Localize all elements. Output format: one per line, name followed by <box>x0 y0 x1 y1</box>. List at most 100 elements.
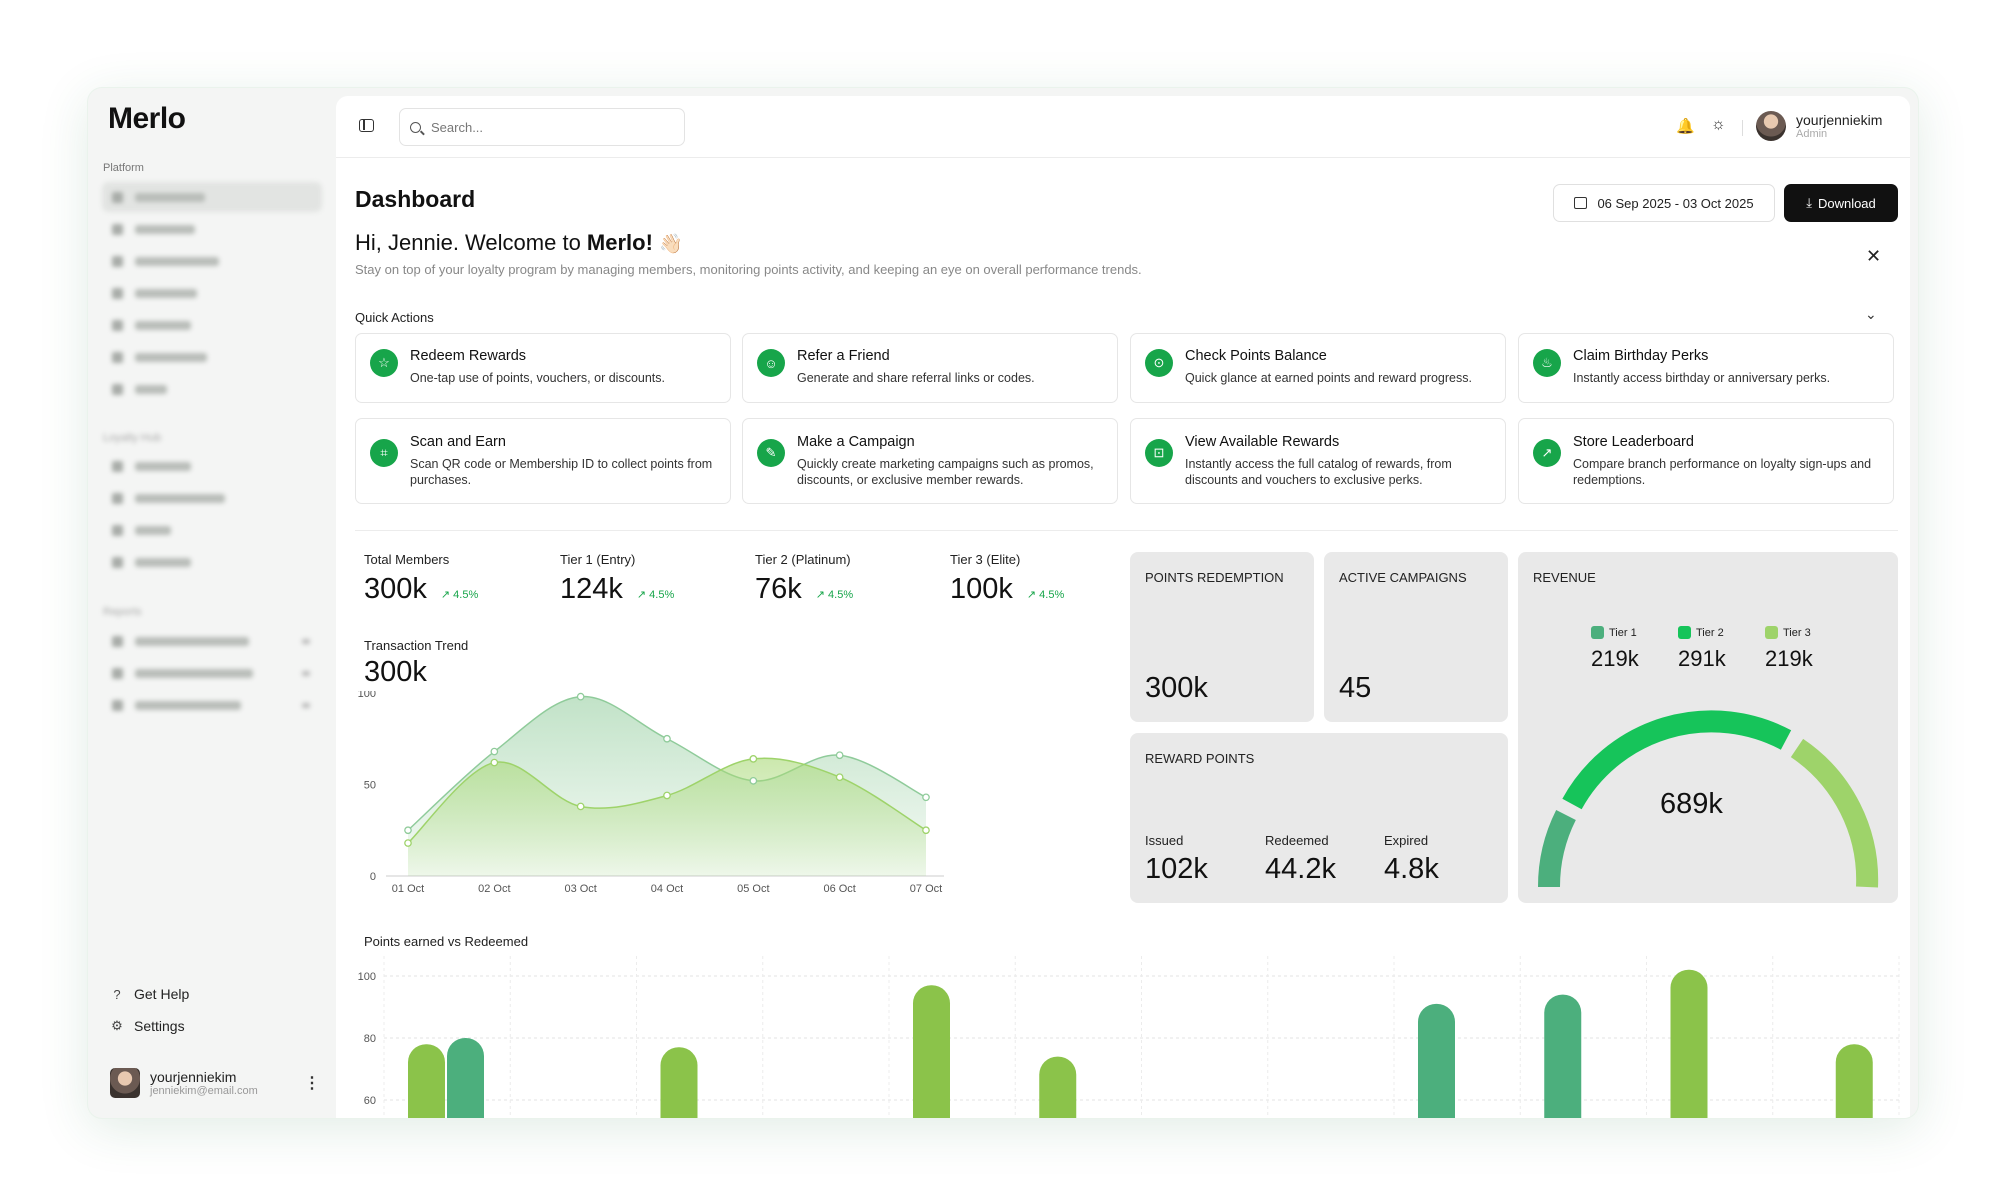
sidebar-user-email: jenniekim@email.com <box>150 1084 258 1097</box>
quick-action-title: Redeem Rewards <box>410 348 527 364</box>
stat-value: 76k <box>755 573 802 605</box>
quick-action-desc: One-tap use of points, vouchers, or disc… <box>410 371 665 385</box>
bar[interactable] <box>447 1038 484 1118</box>
sidebar-section-loyalty: Loyalty Hub <box>103 432 162 444</box>
sidebar-item-sales-revenue[interactable] <box>102 690 322 720</box>
quick-action-claim-birthday-perks[interactable]: ♨ Claim Birthday Perks Instantly access bi… <box>1518 333 1894 403</box>
data-point[interactable] <box>663 734 671 743</box>
quick-action-store-leaderboard[interactable]: ↗ Store Leaderboard Compare branch perform… <box>1518 418 1894 504</box>
welcome-subtitle: Stay on top of your loyalty program by m… <box>355 262 1142 277</box>
get-help-label: Get Help <box>134 986 190 1002</box>
download-button[interactable]: ⤓ Download <box>1784 184 1898 222</box>
bar[interactable] <box>913 985 950 1118</box>
bar[interactable] <box>1670 969 1708 1118</box>
redeemed-value: 44.2k <box>1265 853 1336 885</box>
trend-up-badge: ↗ 4.5% <box>440 589 479 601</box>
bar[interactable] <box>660 1047 698 1118</box>
data-point[interactable] <box>922 826 930 835</box>
settings-link[interactable]: ⚙ Settings <box>110 1018 184 1034</box>
quick-action-title: Scan and Earn <box>410 434 506 450</box>
x-tick-label: 03 Oct <box>564 883 596 895</box>
sun-icon[interactable]: ☼ <box>1711 116 1726 133</box>
bar[interactable] <box>408 1044 445 1118</box>
stat-value: 100k <box>950 573 1013 605</box>
stat-value: 124k <box>560 573 623 605</box>
sidebar-user[interactable]: yourjenniekim jenniekim@email.com ⋮ <box>110 1068 320 1098</box>
points-redemption-card: POINTS REDEMPTION 300k <box>1130 552 1314 722</box>
quick-action-make-a-campaign[interactable]: ✎ Make a Campaign Quickly create marketing… <box>742 418 1118 504</box>
revenue-total: 689k <box>1660 788 1723 820</box>
kpi-label: ACTIVE CAMPAIGNS <box>1339 570 1467 585</box>
bar[interactable] <box>1544 994 1582 1118</box>
data-point[interactable] <box>663 791 671 800</box>
sidebar-item-transactions[interactable] <box>102 246 322 276</box>
data-point[interactable] <box>835 751 844 760</box>
bar[interactable] <box>1835 1044 1873 1118</box>
app-logo[interactable]: Merlo <box>108 102 186 135</box>
data-point[interactable] <box>404 839 412 847</box>
chevron-down-icon[interactable]: ⌄ <box>1865 306 1877 322</box>
tier-1-value: 219k <box>1591 646 1639 671</box>
more-vertical-icon[interactable]: ⋮ <box>304 1075 320 1092</box>
sidebar-item-dashboard[interactable] <box>102 182 322 212</box>
trend-up-icon: ↗ <box>1533 439 1561 467</box>
data-point[interactable] <box>922 793 930 802</box>
quick-action-redeem-rewards[interactable]: ☆ Redeem Rewards One-tap use of points, vo… <box>355 333 731 403</box>
quick-action-refer-a-friend[interactable]: ☺ Refer a Friend Generate and share referr… <box>742 333 1118 403</box>
date-range-picker[interactable]: 06 Sep 2025 - 03 Oct 2025 <box>1553 184 1775 222</box>
y-tick-label: 100 <box>358 691 376 700</box>
quick-action-view-available-rewards[interactable]: ⊡ View Available Rewards Instantly access … <box>1130 418 1506 504</box>
data-point[interactable] <box>490 747 499 756</box>
sidebar-item-loyalty-points[interactable] <box>102 483 322 513</box>
sidebar-item-branches[interactable] <box>102 278 322 308</box>
sidebar-toggle-icon[interactable] <box>359 119 374 132</box>
close-icon[interactable]: ✕ <box>1866 246 1882 266</box>
stat-label: Tier 2 (Platinum) <box>755 552 851 567</box>
bar[interactable] <box>1418 1003 1455 1118</box>
gauge-segment-tier-1 <box>1537 810 1576 888</box>
get-help-link[interactable]: ? Get Help <box>110 986 189 1002</box>
legend-tier-3: Tier 3 <box>1765 626 1811 639</box>
data-point[interactable] <box>404 826 412 835</box>
quick-action-title: Claim Birthday Perks <box>1573 348 1709 364</box>
sidebar-item-rewards-loyalty[interactable] <box>102 658 322 688</box>
stat-total-members: Total Members 300k ↗ 4.5% <box>364 552 478 606</box>
sidebar-item-members[interactable] <box>102 214 322 244</box>
search-input[interactable] <box>431 119 661 135</box>
quick-action-check-points-balance[interactable]: ⊙ Check Points Balance Quick glance at ear… <box>1130 333 1506 403</box>
sidebar: Merlo Platform Loyalty Hub Reports ? Get… <box>88 88 336 1118</box>
trend-up-badge: ↗ 4.5% <box>815 589 854 601</box>
avatar <box>110 1068 140 1098</box>
bar[interactable] <box>1039 1056 1077 1118</box>
revenue-card: REVENUE Tier 1 219k Tier 2 291k Tier 3 2… <box>1518 552 1898 903</box>
tier-3-value: 219k <box>1765 646 1813 671</box>
quick-action-desc: Instantly access birthday or anniversary… <box>1573 371 1831 385</box>
sidebar-item-perks[interactable] <box>102 515 322 545</box>
reward-points-card: REWARD POINTS Issued 102k Redeemed 44.2k… <box>1130 733 1508 903</box>
sidebar-item-member-segment[interactable] <box>102 626 322 656</box>
data-point[interactable] <box>749 755 758 763</box>
tier-2-value: 291k <box>1678 646 1726 671</box>
data-point[interactable] <box>749 776 758 785</box>
sidebar-item-campaigns[interactable] <box>102 342 322 372</box>
date-range-label: 06 Sep 2025 - 03 Oct 2025 <box>1597 195 1754 211</box>
data-point[interactable] <box>576 802 585 811</box>
quick-action-scan-and-earn[interactable]: ⌗ Scan and Earn Scan QR code or Membership… <box>355 418 731 504</box>
data-point[interactable] <box>490 758 499 767</box>
quick-actions-label: Quick Actions <box>355 310 434 325</box>
gauge-segment-tier-3 <box>1790 738 1879 888</box>
data-point[interactable] <box>835 773 844 782</box>
sidebar-item-vip-club[interactable] <box>102 547 322 577</box>
stat-tier-1: Tier 1 (Entry) 124k ↗ 4.5% <box>560 552 674 606</box>
sidebar-item-rewards[interactable] <box>102 451 322 481</box>
revenue-gauge <box>1537 710 1879 888</box>
data-point[interactable] <box>576 692 585 701</box>
search-box[interactable] <box>399 108 685 146</box>
stat-label: Tier 3 (Elite) <box>950 552 1021 567</box>
sidebar-item-services[interactable] <box>102 310 322 340</box>
topbar-user[interactable]: yourjenniekim Admin <box>1756 111 1882 141</box>
legend-tier-2: Tier 2 <box>1678 626 1724 639</box>
quick-action-desc: Quick glance at earned points and reward… <box>1185 371 1472 385</box>
sidebar-item-tiers[interactable] <box>102 374 322 404</box>
bell-icon[interactable]: 🔔 <box>1676 118 1695 135</box>
